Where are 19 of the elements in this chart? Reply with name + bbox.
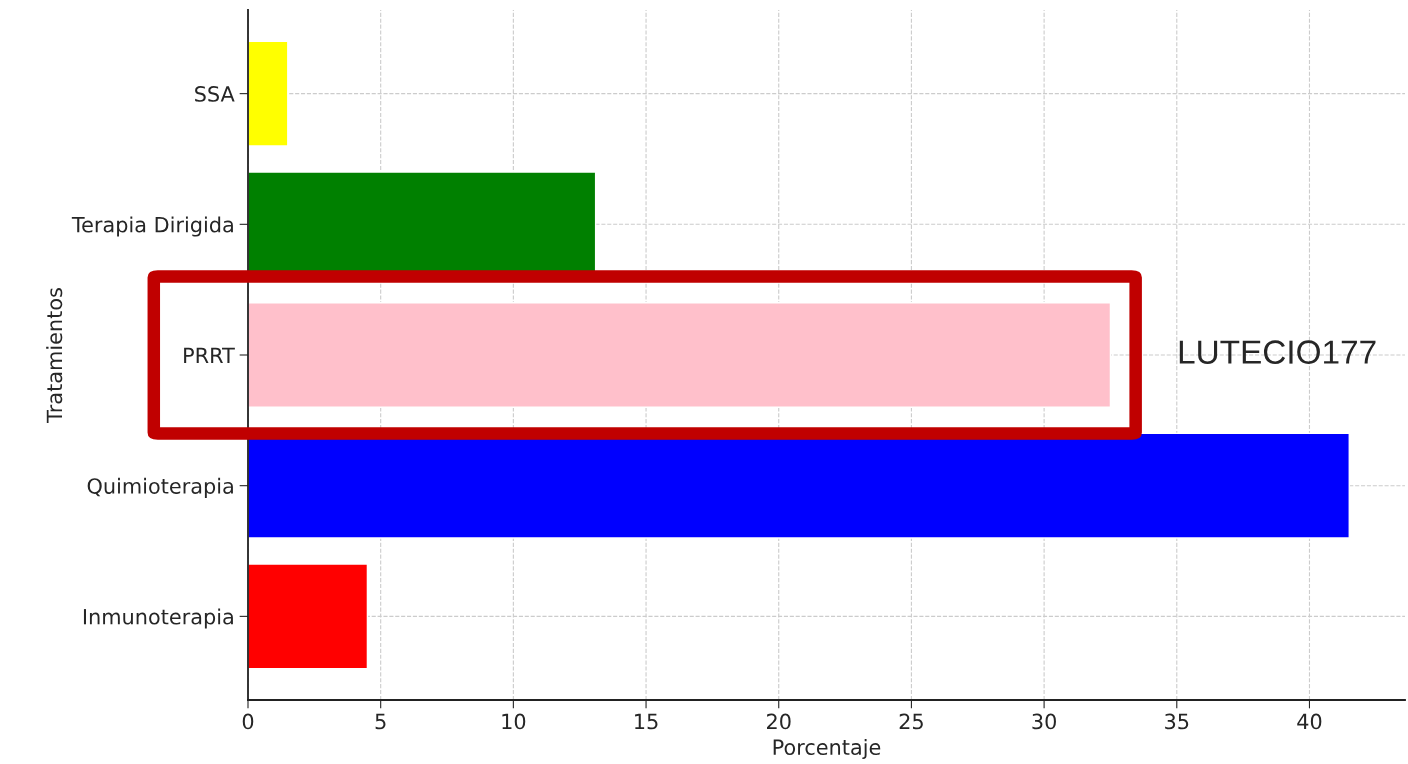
x-tick-label: 10 (502, 713, 526, 730)
annotation: LUTECIO177 (1179, 340, 1376, 364)
y-tick-label: Inmunoterapia (83, 608, 233, 629)
x-tick-label: 30 (1032, 713, 1056, 730)
x-tick-label: 20 (767, 713, 791, 730)
x-axis-title: Porcentaje (773, 738, 881, 760)
x-tick-label: 35 (1165, 713, 1189, 730)
bar (248, 40, 289, 147)
x-tick-label: 40 (1297, 713, 1322, 730)
x-tick-label: 25 (899, 713, 923, 730)
x-tick-label: 5 (375, 713, 386, 730)
y-axis-title: Tratamientos (46, 288, 63, 423)
bar (248, 563, 369, 670)
y-tick-label: Terapia Dirigida (71, 216, 233, 237)
x-tick-label: 15 (635, 713, 658, 730)
y-tick-label: PRRT (184, 347, 235, 363)
x-tick-label: 0 (242, 713, 254, 730)
y-tick-label: SSA (195, 86, 235, 102)
y-tick-label: Quimioterapia (87, 477, 233, 498)
